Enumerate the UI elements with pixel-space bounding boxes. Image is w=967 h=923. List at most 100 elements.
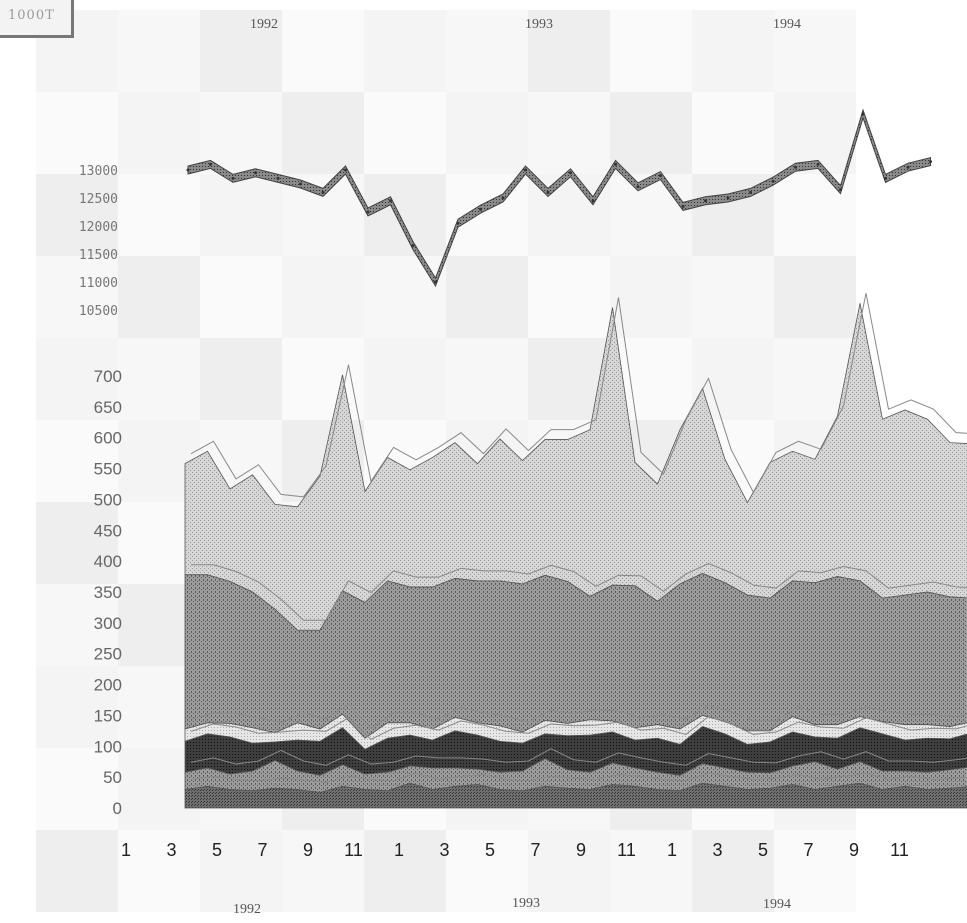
area-series-edge [190, 772, 967, 784]
top-y-tick-label: 10500 [79, 304, 118, 319]
background-block [118, 338, 200, 420]
top-series-point [344, 168, 347, 172]
background-block [774, 174, 856, 256]
top-series-point [816, 162, 820, 166]
top-series-point [411, 244, 415, 248]
top-series-point [524, 168, 527, 172]
background-block [364, 10, 446, 92]
top-series-point [321, 190, 325, 194]
background-block [528, 830, 610, 912]
background-block [610, 830, 692, 912]
bottom-y-tick-label: 300 [94, 614, 122, 633]
background-block [200, 174, 282, 256]
top-series-point [186, 168, 190, 172]
bottom-y-tick-label: 400 [94, 552, 122, 571]
x-tick-label: 1 [121, 840, 131, 860]
background-block [610, 92, 692, 174]
background-block [692, 830, 774, 912]
top-year-label: 1992 [250, 17, 278, 32]
background-block [364, 92, 446, 174]
background-block [692, 256, 774, 338]
bottom-y-tick-label: 600 [94, 429, 122, 448]
bottom-year-label: 1992 [233, 902, 261, 917]
area-series-edge [190, 703, 967, 729]
top-series-point [434, 280, 437, 284]
bottom-y-tick-label: 350 [94, 583, 122, 602]
background-block [36, 502, 118, 584]
top-y-tick-label: 13000 [79, 164, 118, 179]
bottom-y-tick-label: 0 [113, 799, 122, 818]
area-series-edge [190, 293, 967, 498]
background-block [610, 10, 692, 92]
top-series-point [366, 210, 370, 214]
x-tick-label: 7 [530, 840, 540, 860]
bottom-y-axis-ticks: 0 50 100 150 200 250 300 350 400 450 500 550 600 650 7… [94, 367, 122, 818]
top-y-axis-ticks: 10500 11000 11500 12000 12500 13000 [79, 164, 118, 319]
x-tick-label: 11 [617, 840, 636, 860]
x-tick-label: 1 [394, 840, 404, 860]
bottom-y-tick-label: 100 [94, 737, 122, 756]
background-block [36, 666, 118, 748]
top-series-point [659, 174, 662, 178]
x-tick-label: 11 [344, 840, 363, 860]
top-series-point [546, 190, 550, 194]
x-tick-label: 9 [576, 840, 586, 860]
top-y-tick-label: 11500 [79, 248, 118, 263]
background-block [446, 830, 528, 912]
background-block [774, 10, 856, 92]
background-block [36, 92, 118, 174]
background-block [364, 174, 446, 256]
background-block [282, 92, 364, 174]
x-tick-label: 9 [303, 840, 313, 860]
top-series-point [704, 199, 707, 203]
background-block [282, 10, 364, 92]
x-tick-label: 11 [890, 840, 909, 860]
x-tick-label: 5 [758, 840, 768, 860]
top-series-point [299, 182, 302, 186]
background-block [282, 256, 364, 338]
unit-label-box: 1000T [0, 0, 74, 38]
top-y-tick-label: 12000 [79, 220, 118, 235]
background-block [446, 338, 528, 420]
background-block [36, 748, 118, 830]
top-series-point [929, 160, 932, 164]
background-block [610, 256, 692, 338]
top-series-point [276, 176, 280, 180]
background-block [692, 10, 774, 92]
bottom-y-tick-label: 550 [94, 460, 122, 479]
background-block [36, 584, 118, 666]
x-tick-label: 3 [439, 840, 449, 860]
bottom-y-tick-label: 700 [94, 367, 122, 386]
stacked-area-series [184, 293, 967, 809]
background-block [446, 256, 528, 338]
top-series-point [861, 112, 865, 116]
background-block [200, 92, 282, 174]
x-axis-ticks: 1 3 5 7 9 11 1 3 5 7 9 11 1 3 5 7 9 11 [121, 840, 909, 860]
top-series-point [906, 165, 910, 169]
area-series-edge [190, 748, 967, 766]
top-series-point [591, 199, 595, 203]
background-block [528, 256, 610, 338]
top-series-point [839, 188, 842, 192]
background-block [118, 830, 200, 912]
background-block [36, 338, 118, 420]
x-tick-label: 7 [257, 840, 267, 860]
background-block [610, 174, 692, 256]
background-block [36, 830, 118, 912]
top-series-point [501, 196, 505, 200]
background-block [364, 830, 446, 912]
x-tick-label: 3 [712, 840, 722, 860]
top-series-point [884, 176, 887, 180]
background-block [200, 830, 282, 912]
x-tick-label: 1 [667, 840, 677, 860]
top-series-point [456, 221, 460, 225]
unit-label: 1000T [8, 8, 55, 23]
bottom-y-tick-label: 50 [103, 768, 122, 787]
bottom-year-label: 1993 [512, 896, 540, 911]
area-series-edge [190, 715, 967, 740]
area-series-1 [184, 782, 967, 809]
background-block [774, 830, 856, 912]
background-block [36, 420, 118, 502]
